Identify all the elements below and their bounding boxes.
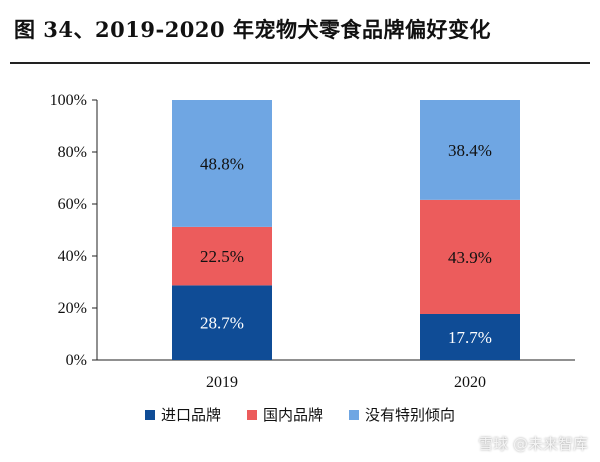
legend-swatch — [349, 409, 359, 420]
data-label: 43.9% — [448, 248, 492, 267]
y-tick-label: 80% — [58, 144, 87, 161]
data-label: 28.7% — [200, 314, 244, 333]
legend-swatch — [144, 409, 155, 420]
watermark: 雪球 @未来智库 — [478, 435, 588, 453]
legend-label: 国内品牌 — [262, 406, 323, 424]
bar-segment — [172, 226, 272, 286]
data-label: 38.4% — [448, 141, 492, 160]
data-label: 17.7% — [448, 328, 492, 347]
bar-segment — [420, 100, 520, 200]
legend-item: 没有特别倾向 — [349, 404, 455, 425]
y-tick-label: 40% — [58, 248, 87, 265]
y-tick-label: 100% — [50, 92, 87, 109]
bar-segment — [172, 285, 272, 360]
chart-legend: 进口品牌 国内品牌 没有特别倾向 — [0, 404, 600, 425]
y-tick-label: 20% — [58, 300, 87, 317]
bar-segment — [420, 199, 520, 314]
legend-swatch — [246, 409, 257, 420]
chart-title: 图 34、2019-2020 年宠物犬零食品牌偏好变化 — [14, 17, 491, 42]
x-tick-label: 2020 — [454, 374, 486, 391]
legend-label: 没有特别倾向 — [365, 406, 456, 424]
stacked-bar-chart: 0% 20% 40% 60% 80% 100% 28.7% 22.5% 48.8% 2019 17.… — [50, 92, 575, 391]
legend-item: 国内品牌 — [246, 404, 323, 425]
bar-segment — [420, 313, 520, 360]
legend-label: 进口品牌 — [160, 406, 221, 424]
y-tick-label: 0% — [66, 352, 87, 369]
title-underline — [10, 62, 590, 64]
x-tick-label: 2019 — [206, 374, 238, 391]
data-label: 22.5% — [200, 247, 244, 266]
y-tick-label: 60% — [58, 196, 87, 213]
bar-segment — [172, 100, 272, 227]
legend-item: 进口品牌 — [144, 404, 221, 425]
data-label: 48.8% — [200, 154, 244, 173]
